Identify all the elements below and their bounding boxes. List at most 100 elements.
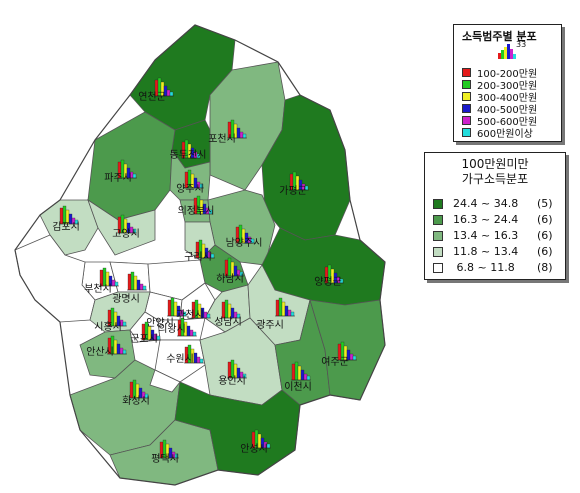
income-bar: [290, 311, 295, 317]
region-label: 양주시: [176, 183, 204, 195]
region-label: 동두천시: [170, 149, 207, 161]
region-label: 안성시: [240, 443, 268, 455]
region-포천시: [209, 61, 286, 191]
income-bar: [127, 273, 132, 291]
class-row: 16.3 ~ 24.4 (6): [433, 213, 553, 226]
income-bar: [227, 303, 232, 319]
bin-label: 400-500만원: [477, 105, 538, 116]
class-count: (8): [537, 261, 553, 274]
class-count: (6): [537, 213, 553, 226]
income-legend-scale: 33: [516, 40, 527, 49]
class-row: 6.8 ~ 11.8 (8): [433, 261, 553, 274]
income-bar: [167, 299, 172, 317]
income-bar: [193, 352, 198, 364]
region-label: 구리시: [184, 251, 212, 263]
region-label: 의왕시: [158, 323, 186, 335]
bin-label: 300-400만원: [477, 93, 538, 104]
region-오산시: [149, 369, 181, 393]
household-legend-title-line1: 100만원미만: [461, 157, 529, 171]
income-bar: [139, 283, 144, 291]
income-bar: [113, 339, 118, 355]
bin-swatch: [462, 80, 471, 89]
class-swatch: [433, 230, 443, 241]
region-bar-charts: [59, 77, 357, 459]
income-bar: [303, 373, 308, 381]
income-bar: [278, 297, 283, 317]
income-bar: [239, 131, 244, 139]
income-bar: [132, 173, 137, 179]
class-range: 6.8 ~ 11.8: [453, 261, 515, 274]
income-bar: [297, 365, 302, 381]
bin-label: 500-600만원: [477, 117, 538, 128]
class-row: 24.4 ~ 34.8 (5): [433, 197, 553, 210]
income-bar: [275, 299, 280, 317]
region-label: 여주군: [321, 356, 349, 368]
class-row: 11.8 ~ 13.4 (6): [433, 245, 553, 258]
income-bar: [206, 313, 211, 319]
income-bar: [196, 356, 201, 364]
bin-swatch: [462, 128, 471, 137]
income-bar: [186, 325, 191, 337]
bin-label: 600만원이상: [477, 129, 533, 140]
region-label: 성남시: [214, 316, 242, 328]
income-bar: [224, 299, 229, 319]
income-bar: [287, 309, 292, 317]
class-range: 13.4 ~ 16.3: [453, 229, 519, 242]
region-label: 광명시: [112, 293, 140, 305]
income-bar: [291, 363, 296, 381]
region-label: 포천시: [208, 133, 236, 145]
income-bin: 400-500만원: [462, 103, 538, 116]
region-label: 의정부시: [178, 205, 215, 217]
class-swatch: [433, 214, 443, 225]
region-label: 부천시: [84, 283, 112, 295]
income-bar: [116, 343, 121, 355]
region-label: 광주시: [256, 319, 284, 331]
bar-chart-glyph: [498, 44, 516, 59]
income-bar: [114, 281, 119, 287]
income-bar: [142, 285, 147, 291]
household-legend-title-line2: 가구소득분포: [461, 172, 529, 186]
bin-swatch: [462, 68, 471, 77]
income-bar: [122, 349, 127, 355]
region-label: 안양시: [146, 317, 174, 329]
class-swatch: [433, 246, 443, 257]
income-bar: [166, 89, 171, 97]
class-count: (6): [537, 229, 553, 242]
region-파주시: [87, 111, 176, 221]
region-label: 군포시: [130, 333, 158, 345]
income-bin: 600만원이상: [462, 127, 533, 140]
class-range: 24.4 ~ 34.8: [453, 197, 519, 210]
class-row: 13.4 ~ 16.3 (6): [433, 229, 553, 242]
region-label: 평택시: [151, 453, 179, 465]
income-bar: [284, 305, 289, 317]
region-label: 김포시: [52, 221, 80, 233]
income-bin: 300-400만원: [462, 91, 538, 104]
region-label: 하남시: [216, 272, 244, 285]
income-bar: [192, 331, 197, 337]
bin-swatch: [462, 104, 471, 113]
class-swatch: [433, 262, 443, 273]
class-count: (5): [537, 197, 553, 210]
income-bar: [294, 361, 299, 381]
region-label: 용인시: [218, 375, 246, 387]
region-label: 고양시: [112, 228, 140, 240]
bin-label: 200-300만원: [477, 81, 538, 92]
income-bar: [133, 275, 138, 291]
region-label: 파주시: [104, 172, 132, 184]
region-label: 가평군: [279, 185, 307, 197]
class-count: (6): [537, 245, 553, 258]
region-label: 화성시: [122, 395, 150, 407]
region-label: 수원시: [166, 353, 194, 365]
class-range: 11.8 ~ 13.4: [453, 245, 519, 258]
income-bar: [169, 91, 174, 97]
income-bin: 100-200만원: [462, 67, 537, 80]
income-bar: [242, 133, 247, 139]
income-bar: [189, 329, 194, 337]
income-bar: [130, 271, 135, 291]
income-bar: [281, 301, 286, 317]
income-bar: [352, 355, 357, 361]
income-bar: [111, 279, 116, 287]
income-category-legend: 소득범주별 분포 33 100-200만원 200-300만원 300-400만…: [453, 24, 562, 142]
